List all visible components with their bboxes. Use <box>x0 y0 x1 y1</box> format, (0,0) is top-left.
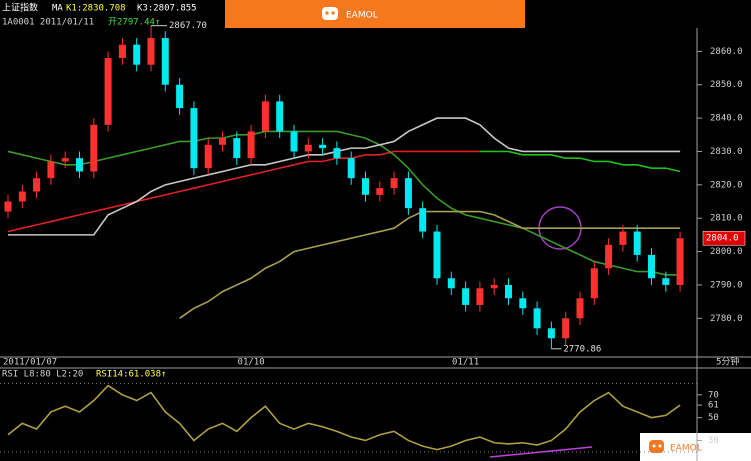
y-tick-label: 50 <box>708 413 719 423</box>
logo-banner: EAMOL <box>225 0 525 28</box>
candle-body <box>562 318 570 339</box>
candle-body <box>447 278 455 289</box>
candle-body <box>476 288 484 305</box>
panel-title: RSI L8:80 L2:20 <box>2 370 83 380</box>
y-tick-label: 2810.0 <box>710 214 743 224</box>
y-tick-label: 2850.0 <box>710 80 743 90</box>
y-tick-label: 2800.0 <box>710 247 743 257</box>
x-tick-label: 2011/01/07 <box>3 358 57 368</box>
last-price-box <box>702 230 746 246</box>
candle-body <box>390 178 398 189</box>
candle-body <box>490 284 498 289</box>
candle-body <box>304 144 312 152</box>
y-tick-label: 2790.0 <box>710 280 743 290</box>
candle-body <box>376 188 384 195</box>
line <box>7 150 480 233</box>
candle-body <box>233 138 241 159</box>
candle-body <box>547 328 555 339</box>
candle-body <box>76 158 83 172</box>
banner <box>225 0 525 28</box>
candle-body <box>633 231 641 255</box>
candle-body <box>590 268 598 299</box>
y-tick-label: 2820.0 <box>710 180 743 190</box>
logo-text: EAMOL <box>670 444 702 454</box>
period-label: 5分钟 <box>716 356 739 368</box>
candle-body <box>176 84 184 109</box>
candle-body <box>219 138 226 145</box>
y-tick-label: 2780.0 <box>710 314 743 324</box>
panel-subtitle: RSI14:61.038↑ <box>96 370 166 380</box>
code-date: 1A0001 2011/01/11 <box>2 18 94 28</box>
candle-body <box>433 231 441 279</box>
candle-body <box>33 178 41 192</box>
candle-body <box>18 191 26 202</box>
line <box>7 130 681 276</box>
k1-label: K1:2830.708 <box>66 4 126 14</box>
candle-body <box>576 298 584 319</box>
candle-body <box>319 144 327 149</box>
candle-body <box>533 308 541 329</box>
open-label: 开2797.44↑ <box>108 17 160 28</box>
logo-icon <box>649 440 664 453</box>
candle-body <box>147 38 155 65</box>
candle-body <box>104 58 112 125</box>
candle-body <box>662 278 670 285</box>
candle-body <box>347 158 355 179</box>
logo-icon <box>322 7 338 20</box>
y-tick-label: 30 <box>708 436 719 446</box>
y-tick-label: 61 <box>708 401 719 411</box>
x-tick-label: 01/10 <box>238 358 265 368</box>
candle-body <box>90 124 98 172</box>
logo-text: EAMOL <box>346 11 378 21</box>
candle-body <box>676 238 684 285</box>
candle-body <box>333 148 341 159</box>
last-price-label: 2804.0 <box>706 234 739 244</box>
logo-eye <box>652 444 656 448</box>
index-name: 上证指数 <box>2 2 38 14</box>
candle-body <box>276 101 284 132</box>
high-label: 2867.70 <box>169 21 207 31</box>
ma-label: MA <box>52 4 63 14</box>
y-tick-label: 70 <box>708 390 719 400</box>
line <box>179 210 681 319</box>
line <box>479 150 681 173</box>
low-label: 2770.86 <box>563 344 601 354</box>
header: 上证指数 MA K1:2830.708 K3:2807.855 1A0001 2… <box>2 2 197 28</box>
logo-eye <box>658 444 662 448</box>
line <box>8 117 681 236</box>
candle-body <box>619 231 627 245</box>
candle-body <box>648 254 655 279</box>
y-tick-label: 2830.0 <box>710 147 743 157</box>
candle-body <box>118 44 126 59</box>
candle-body <box>362 178 369 195</box>
candle-body <box>247 131 255 159</box>
candle-body <box>290 131 298 152</box>
candle-body <box>419 208 427 232</box>
candle-body <box>133 44 141 65</box>
y-tick-label: 2860.0 <box>710 47 743 57</box>
candle-body <box>204 144 212 169</box>
candle-body <box>505 284 512 299</box>
candle-body <box>61 158 69 162</box>
line <box>7 384 681 451</box>
candle-body <box>47 161 55 179</box>
candle-body <box>519 298 527 309</box>
candle-body <box>605 244 613 269</box>
logo-bottom: EAMOL <box>640 433 751 461</box>
logo-eye <box>331 11 335 15</box>
candle-body <box>4 201 12 212</box>
candle-body <box>190 108 198 169</box>
k3-label: K3:2807.855 <box>137 4 197 14</box>
y-tick-label: 2840.0 <box>710 114 743 124</box>
logo-eye <box>325 11 329 15</box>
candle-body <box>261 101 269 132</box>
candle-body <box>404 178 412 209</box>
candle-body <box>161 38 169 85</box>
x-tick-label: 01/11 <box>452 358 479 368</box>
candle-body <box>462 288 470 305</box>
